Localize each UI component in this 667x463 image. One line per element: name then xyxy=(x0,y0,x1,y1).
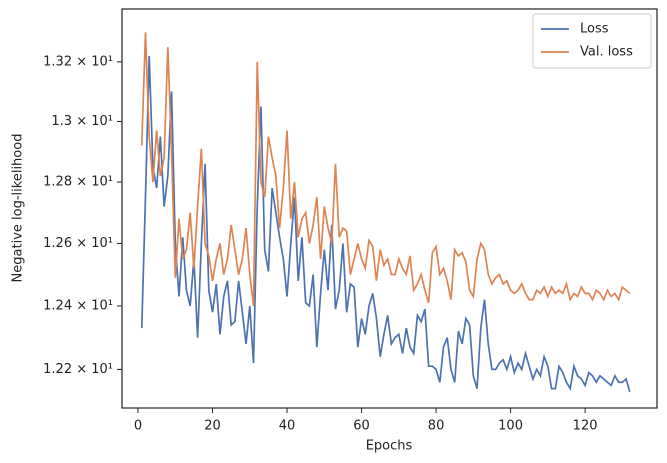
line xyxy=(140,55,631,393)
x-tick-label: 100 xyxy=(498,419,523,434)
x-tick-label: 0 xyxy=(134,419,142,434)
y-tick-label: 1.22 × 10¹ xyxy=(43,362,113,377)
y-tick-label: 1.28 × 10¹ xyxy=(43,174,113,189)
x-axis-label: Epochs xyxy=(366,439,413,454)
x-tick-label: 60 xyxy=(353,419,370,434)
line xyxy=(140,32,631,307)
y-axis-label: Negative log-likelihood xyxy=(11,134,26,283)
legend-label: Loss xyxy=(580,22,609,37)
plot-frame xyxy=(121,8,658,409)
legend-label: Val. loss xyxy=(580,45,633,60)
y-tick-label: 1.24 × 10¹ xyxy=(43,298,113,313)
x-tick-label: 120 xyxy=(573,419,598,434)
y-tick-label: 1.3 × 10¹ xyxy=(51,114,113,129)
x-tick-label: 20 xyxy=(204,419,221,434)
y-tick-label: 1.32 × 10¹ xyxy=(43,54,113,69)
legend-box xyxy=(532,13,652,69)
x-tick-label: 40 xyxy=(279,419,296,434)
y-tick-label: 1.26 × 10¹ xyxy=(43,236,113,251)
x-tick-label: 80 xyxy=(428,419,445,434)
